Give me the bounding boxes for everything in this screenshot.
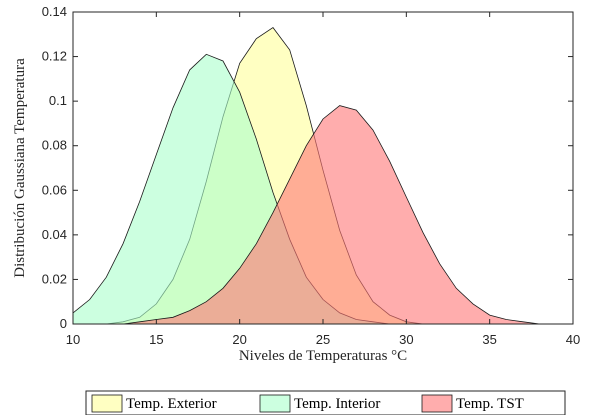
x-tick-label: 40 (566, 332, 580, 347)
x-tick-label: 30 (399, 332, 413, 347)
series-layer (72, 27, 540, 325)
legend-swatch-2 (421, 394, 453, 413)
x-tick-label: 25 (316, 332, 330, 347)
x-tick-label: 20 (232, 332, 246, 347)
y-tick-label: 0.12 (42, 49, 67, 64)
y-axis: 0 0.02 0.04 0.06 0.08 0.1 0.12 0.14 (42, 4, 573, 331)
legend-label-2: Temp. TST (456, 396, 524, 412)
series-area-2 (122, 105, 540, 325)
y-tick-label: 0.04 (42, 227, 67, 242)
y-tick-label: 0.06 (42, 182, 67, 197)
x-tick-label: 10 (66, 332, 80, 347)
y-tick-label: 0.14 (42, 4, 67, 19)
y-tick-label: 0 (60, 316, 67, 331)
x-axis: 10 15 20 25 30 35 40 (66, 12, 580, 347)
legend-swatch-0 (91, 394, 123, 413)
y-tick-label: 0.08 (42, 138, 67, 153)
x-tick-label: 35 (482, 332, 496, 347)
legend-swatch-1 (259, 394, 291, 413)
y-axis-label: Distribución Gaussiana Temperatura (12, 58, 28, 278)
legend-box (85, 390, 566, 415)
legend-label-1: Temp. Interior (294, 396, 380, 412)
x-axis-label: Niveles de Temperaturas °C (239, 348, 407, 364)
legend: Temp. Exterior Temp. Interior Temp. TST (85, 390, 566, 415)
legend-label-0: Temp. Exterior (126, 396, 217, 412)
y-tick-label: 0.1 (49, 93, 67, 108)
y-tick-label: 0.02 (42, 271, 67, 286)
x-tick-label: 15 (149, 332, 163, 347)
